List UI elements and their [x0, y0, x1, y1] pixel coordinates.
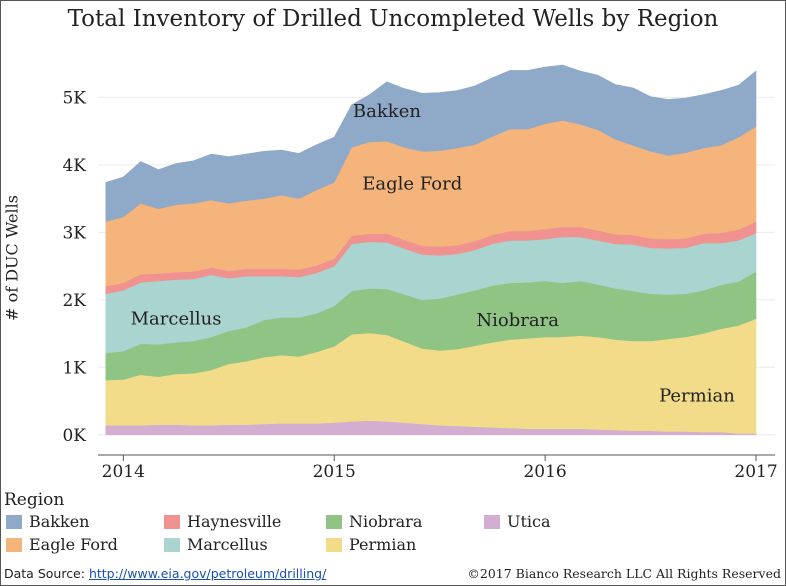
region-labels: Bakken Eagle Ford Marcellus Niobrara Permian — [131, 101, 736, 407]
chart-title: Total Inventory of Drilled Uncompleted W… — [67, 6, 719, 32]
y-tick-label: 2K — [62, 291, 86, 311]
y-tick-label: 0K — [62, 426, 86, 446]
legend-label: Eagle Ford — [29, 535, 118, 554]
y-tick-label: 3K — [62, 223, 86, 243]
legend-swatch — [164, 515, 180, 529]
legend-title: Region — [4, 490, 65, 510]
legend-label: Niobrara — [349, 512, 423, 531]
region-label-marcellus: Marcellus — [131, 309, 222, 330]
legend-swatch — [6, 538, 22, 552]
x-tick-label: 2015 — [313, 462, 356, 482]
region-label-permian: Permian — [659, 386, 735, 407]
legend-label: Marcellus — [187, 535, 268, 554]
legend-label: Haynesville — [187, 512, 282, 531]
x-tick-label: 2017 — [734, 462, 777, 482]
legend-label: Permian — [349, 535, 417, 554]
stacked-areas — [105, 64, 757, 436]
source-link[interactable]: http://www.eia.gov/petroleum/drilling/ — [88, 566, 327, 581]
legend-label: Bakken — [29, 512, 90, 531]
y-tick-label: 4K — [62, 156, 86, 176]
legend-label: Utica — [507, 512, 551, 531]
plot-area: 0K 1K 2K 3K 4K 5K 2014 2015 2016 2017 Bakken Eagle… — [62, 64, 778, 482]
x-tick-label: 2014 — [102, 462, 145, 482]
y-tick-label: 5K — [62, 88, 86, 108]
region-label-niobrara: Niobrara — [476, 310, 559, 331]
legend-swatch — [484, 515, 500, 529]
data-source: Data Source: http://www.eia.gov/petroleu… — [4, 566, 326, 581]
area-bakken — [105, 64, 757, 222]
x-tick-label: 2016 — [523, 462, 566, 482]
y-tick-label: 1K — [62, 358, 86, 378]
source-prefix: Data Source: — [4, 566, 85, 581]
axes: 0K 1K 2K 3K 4K 5K 2014 2015 2016 2017 — [62, 88, 777, 482]
legend-swatch — [164, 538, 180, 552]
region-label-eagle-ford: Eagle Ford — [362, 174, 462, 195]
copyright: ©2017 Bianco Research LLC All Rights Res… — [467, 566, 781, 581]
legend-swatch — [6, 515, 22, 529]
legend-swatch — [326, 538, 342, 552]
legend-swatch — [326, 515, 342, 529]
region-label-bakken: Bakken — [353, 101, 421, 122]
